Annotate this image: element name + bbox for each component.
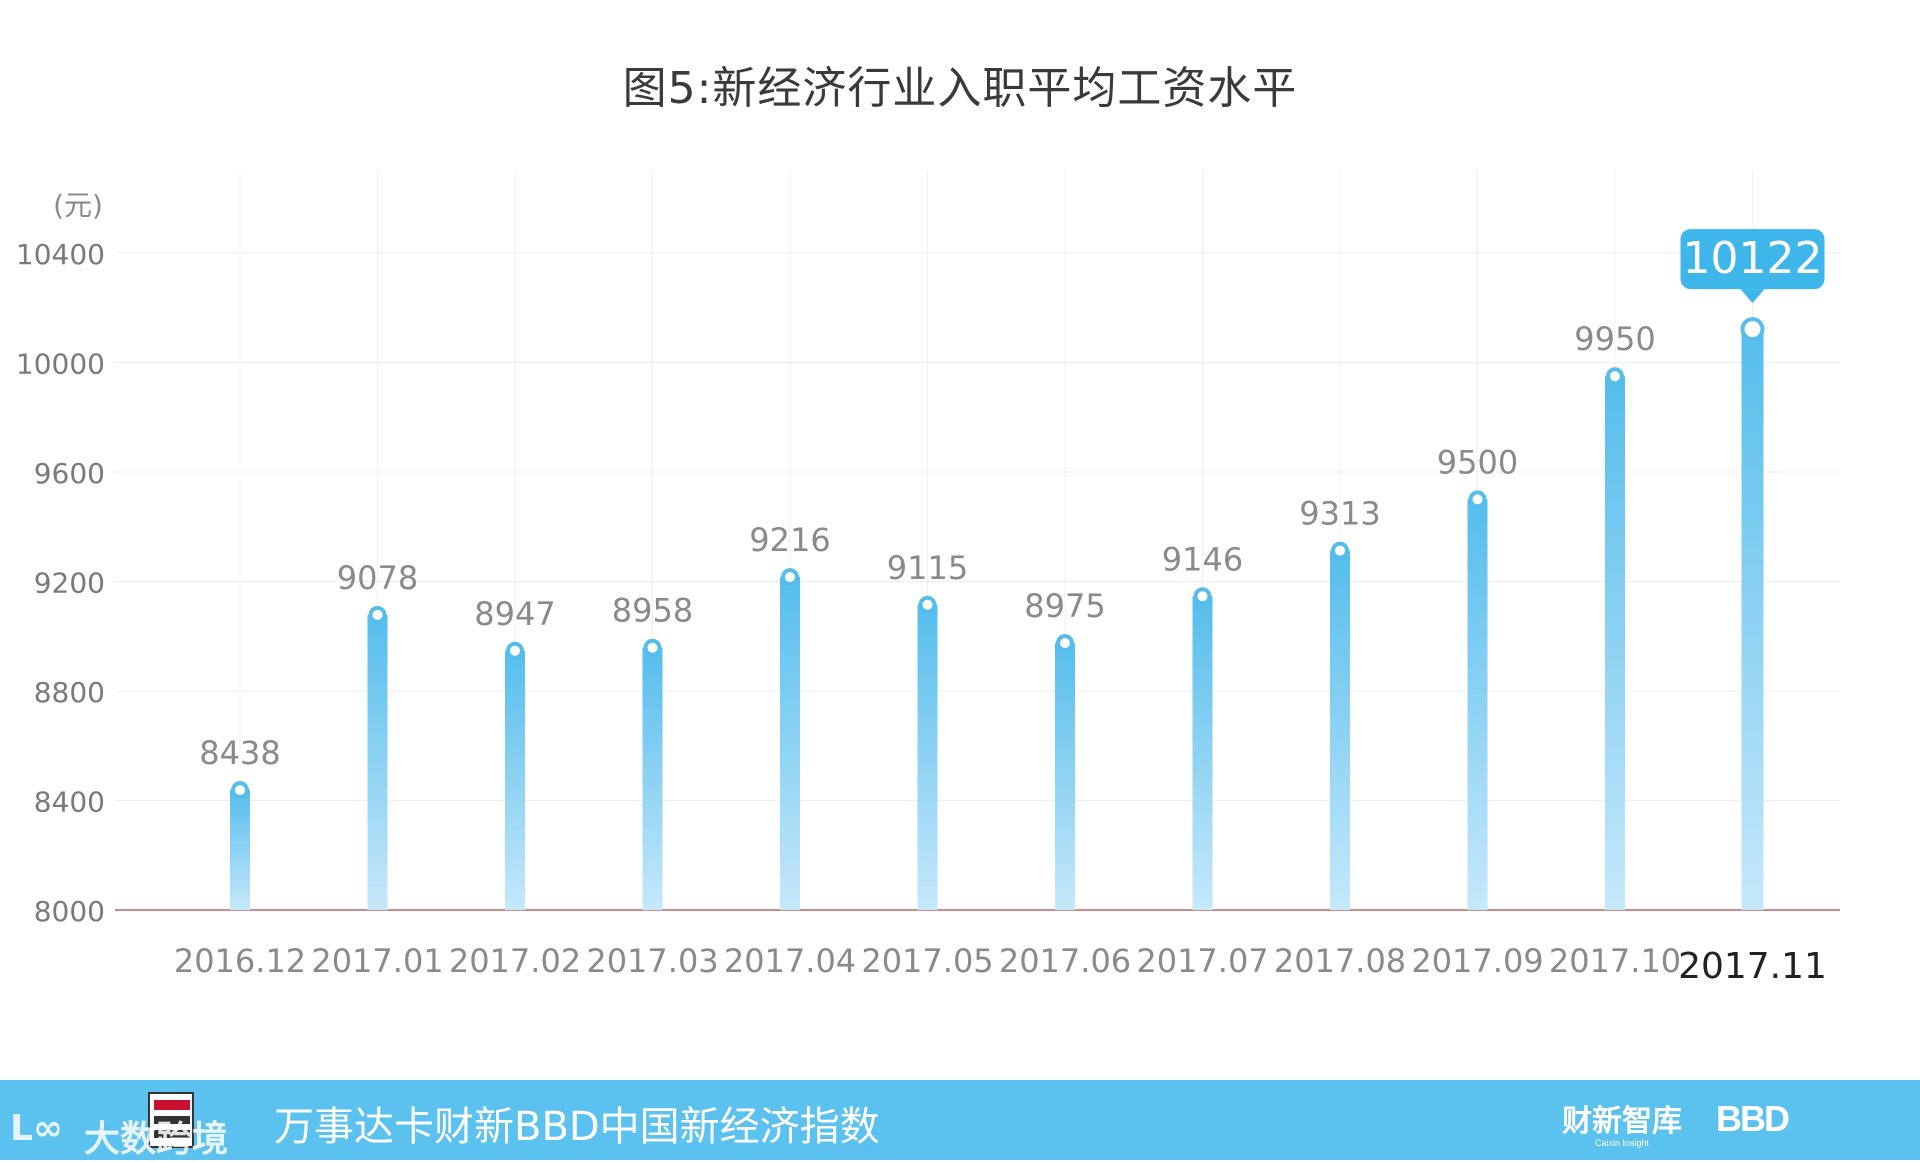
x-tick-label: 2016.12 (174, 942, 306, 980)
data-label: 9500 (1437, 443, 1518, 481)
x-tick-label: 2017.04 (724, 942, 856, 980)
bar-marker-center (1335, 545, 1345, 556)
data-label: 9078 (337, 559, 418, 597)
caixin-logo-subtext: Caixin Insight (1594, 1138, 1650, 1148)
footer-bar: L∞ 大数跨境 万事达卡财新BBD中国新经济指数 财新智库 Caixin Ins… (0, 1080, 1920, 1160)
data-label: 9313 (1299, 495, 1380, 533)
axes: 8000 8400 8800 9200 9600 10000 10400 (元) (16, 189, 1840, 928)
bar (1055, 643, 1075, 910)
y-axis-label: (元) (53, 189, 103, 222)
data-label: 9146 (1162, 540, 1243, 578)
watermark-logo: L∞ 大数跨境 (10, 1092, 250, 1160)
bar-marker-center (1060, 638, 1070, 649)
bar (917, 604, 938, 910)
x-tick-label: 2017.02 (449, 942, 581, 980)
y-tick-label: 8800 (34, 676, 105, 709)
data-label: 9950 (1574, 320, 1655, 358)
x-tick-label: 2017.06 (999, 942, 1131, 980)
bar-marker-center (372, 609, 383, 620)
data-label-highlight: 10122 (1683, 233, 1823, 284)
data-labels: 2016.12 8438 2017.01 9078 2017.02 8947 2017.03… (174, 229, 1827, 987)
bar-marker-center (922, 599, 933, 610)
bar (780, 577, 800, 910)
y-tick-label: 8000 (34, 895, 105, 928)
data-label: 9216 (749, 521, 830, 559)
y-tick-label: 10000 (16, 348, 105, 381)
y-tick-label: 8400 (34, 786, 105, 819)
x-tick-label: 2017.01 (311, 942, 443, 980)
bbd-logo: BBD (1716, 1098, 1790, 1139)
watermark-mark: L∞ (10, 1108, 63, 1149)
bar-marker-center (785, 572, 795, 583)
chart-title: 图5:新经济行业入职平均工资水平 (622, 63, 1298, 114)
footer-title: 万事达卡财新BBD中国新经济指数 (274, 1104, 880, 1150)
highlight-callout (1680, 229, 1825, 290)
bar-marker-center (1197, 591, 1208, 602)
bars (230, 317, 1765, 910)
y-tick-label: 9200 (34, 567, 105, 600)
bar-marker-center (1610, 371, 1620, 382)
bar (642, 647, 663, 910)
bar-marker-center (510, 645, 520, 656)
bar-marker-center (1744, 321, 1761, 338)
bar-chart: 8000 8400 8800 9200 9600 10000 10400 (元) 2016.1… (16, 170, 1840, 987)
bar-marker-center (647, 642, 658, 653)
bar (1605, 376, 1625, 910)
y-tick-label: 9600 (34, 457, 105, 490)
nei-badge-icon (148, 1092, 194, 1148)
x-tick-label: 2017.10 (1549, 942, 1681, 980)
x-tick-label: 2017.08 (1274, 942, 1406, 980)
caixin-insight-logo: 财新智库 Caixin Insight (1562, 1096, 1682, 1148)
data-label: 9115 (887, 549, 968, 587)
bar (367, 614, 388, 910)
bar (1467, 499, 1488, 910)
bar (230, 790, 250, 910)
x-tick-label: 2017.05 (861, 942, 993, 980)
data-label: 8438 (199, 734, 280, 772)
x-tick-label: 2017.03 (586, 942, 718, 980)
bar-marker-center (1472, 494, 1483, 505)
bar-marker-center (235, 785, 245, 796)
y-tick-label: 10400 (16, 238, 105, 271)
bar (1741, 329, 1764, 910)
x-tick-label: 2017.11 (1678, 946, 1827, 987)
x-tick-label: 2017.07 (1136, 942, 1268, 980)
data-label: 8975 (1024, 587, 1105, 625)
bar (1330, 550, 1350, 910)
x-tick-label: 2017.09 (1411, 942, 1543, 980)
data-label: 8947 (474, 595, 555, 633)
bar (505, 650, 525, 910)
watermark-text: 大数跨境 (84, 1119, 229, 1160)
caixin-logo-text: 财新智库 (1562, 1104, 1682, 1139)
highlight-callout-pointer (1740, 289, 1765, 304)
bar (1192, 596, 1213, 910)
data-label: 8958 (612, 592, 693, 630)
